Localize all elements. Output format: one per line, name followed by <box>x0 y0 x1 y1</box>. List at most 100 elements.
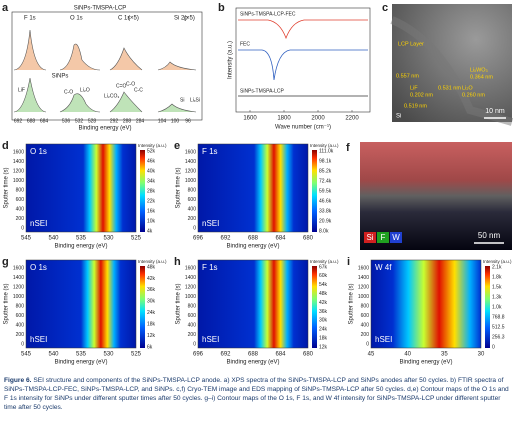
y-tick-label: 400 <box>188 206 197 212</box>
annotation: LiₓWO₃ <box>470 67 488 73</box>
colorbar-label: 20.9k <box>319 218 332 224</box>
x-tick-label: 2200 <box>345 116 359 122</box>
y-tick-label: 1400 <box>13 275 24 281</box>
colorbar-label: 2.1k <box>492 264 502 270</box>
y-tick-label: 0 <box>21 341 24 347</box>
colorbar-label: 24k <box>147 310 156 316</box>
x-tick-label: 104 <box>158 118 167 124</box>
x-tick-label: 688 <box>27 118 36 124</box>
colorbar-label: 36k <box>147 287 156 293</box>
layer <box>390 16 514 126</box>
y-tick-label: 800 <box>16 187 25 193</box>
y-tick-label: 1000 <box>358 294 369 300</box>
x-tick-label: 100 <box>171 118 180 124</box>
y-tick-label: 1200 <box>185 168 196 174</box>
y-tick-label: 400 <box>16 322 25 328</box>
y-label: Sputter time (s) <box>4 283 10 324</box>
panel-label: f <box>346 142 350 154</box>
colorbar-label: 42k <box>147 276 156 282</box>
peak-label: O 1s <box>70 16 83 22</box>
annotation: LCP Layer <box>398 41 424 47</box>
map-tag: nSEI <box>30 219 47 228</box>
peak-label: (×5) <box>184 16 195 22</box>
colorbar <box>140 150 145 232</box>
colorbar-title: Intensity (a.u.) <box>138 259 167 264</box>
colorbar <box>312 266 317 348</box>
colorbar-label: 48k <box>319 291 328 297</box>
legend: SiNPs-TMSPA-LCP-FEC <box>240 11 296 17</box>
colorbar-label: 12k <box>147 333 156 339</box>
x-tick-label: 525 <box>131 352 142 358</box>
panel-label: a <box>2 2 9 14</box>
y-tick-label: 0 <box>366 341 369 347</box>
map-tag: hSEI <box>30 335 47 344</box>
legend: FEC <box>240 41 250 47</box>
colorbar-label: 67k <box>319 264 328 270</box>
colorbar-label: 60k <box>319 273 328 279</box>
map-tag: nSEI <box>202 219 219 228</box>
x-tick-label: 684 <box>275 236 286 242</box>
x-tick-label: 696 <box>193 236 204 242</box>
colorbar-label: 42k <box>319 300 328 306</box>
colorbar <box>485 266 490 348</box>
spectrum <box>238 49 368 81</box>
y-tick-label: 1400 <box>358 275 369 281</box>
annotation: 0.557 nm <box>396 73 419 79</box>
colorbar-title: Intensity (a.u.) <box>310 143 339 148</box>
colorbar-label: 24k <box>319 327 328 333</box>
x-tick-label: 532 <box>75 118 84 124</box>
x-tick-label: 530 <box>103 236 114 242</box>
y-tick-label: 1000 <box>13 294 24 300</box>
y-tick-label: 1200 <box>358 284 369 290</box>
x-label: Binding energy (eV) <box>399 360 452 366</box>
y-tick-label: 1400 <box>185 275 196 281</box>
y-tick-label: 1600 <box>185 149 196 155</box>
y-tick-label: 1600 <box>13 265 24 271</box>
tem-image <box>392 4 512 122</box>
peak-label: (×5) <box>128 16 139 22</box>
x-tick-label: 525 <box>131 236 142 242</box>
y-tick-label: 600 <box>16 313 25 319</box>
title: SiNPs-TMSPA-LCP <box>74 6 127 12</box>
colorbar-label: 111.0k <box>319 148 334 154</box>
panel-h: h F 1s hSEI 0 200 400 600 800 1000 1200 1400 1600 Sp… <box>174 256 339 366</box>
y-label: Sputter time (s) <box>4 167 10 208</box>
annotation: 0.531 nm <box>438 85 461 91</box>
colorbar-label: 46.6k <box>319 198 332 204</box>
colorbar-label: 33.8k <box>319 208 332 214</box>
x-tick-label: 688 <box>248 236 259 242</box>
colorbar-label: 6k <box>147 344 153 350</box>
contour-map <box>25 143 137 233</box>
caption-label: Figure 6. <box>4 377 32 384</box>
y-tick-label: 1400 <box>13 159 24 165</box>
x-tick-label: 535 <box>76 352 87 358</box>
colorbar-label: 18k <box>319 335 328 341</box>
colorbar-label: 1.8k <box>492 274 502 280</box>
map-title: F 1s <box>202 263 218 272</box>
y-tick-label: 1200 <box>13 284 24 290</box>
colorbar-label: 1.5k <box>492 284 502 290</box>
colorbar-label: 22k <box>147 198 156 204</box>
x-tick-label: 680 <box>303 352 314 358</box>
y-tick-label: 0 <box>193 225 196 231</box>
y-tick-label: 800 <box>188 187 197 193</box>
x-tick-label: 545 <box>21 352 32 358</box>
annotation: LiₓSi <box>190 97 200 103</box>
panel-c: c LCP Layer 0.557 nm LiₓWO₃ 0.364 nm LiF… <box>382 2 514 126</box>
y-tick-label: 1400 <box>185 159 196 165</box>
y-label: Sputter time (s) <box>176 167 182 208</box>
x-tick-label: 30 <box>478 352 485 358</box>
annotation: Li₂O <box>80 87 90 93</box>
panel-label: b <box>218 2 225 14</box>
y-label: Sputter time (s) <box>176 283 182 324</box>
x-tick-label: 535 <box>76 236 87 242</box>
y-tick-label: 1600 <box>13 149 24 155</box>
y-tick-label: 200 <box>188 332 197 338</box>
x-tick-label: 530 <box>103 352 114 358</box>
annotation: Li₂CO₃ <box>104 93 119 99</box>
x-label: Binding energy (eV) <box>78 126 131 132</box>
y-tick-label: 400 <box>361 322 370 328</box>
frame <box>11 11 203 121</box>
swatch <box>377 232 389 243</box>
y-tick-label: 600 <box>16 197 25 203</box>
